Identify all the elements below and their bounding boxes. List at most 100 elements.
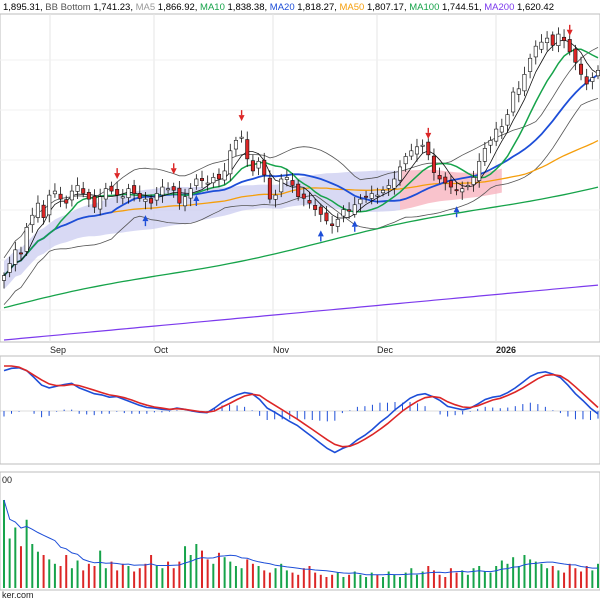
candle (177, 181, 182, 210)
candle (205, 175, 210, 191)
candle (296, 179, 301, 201)
candle (143, 191, 148, 210)
candle (69, 184, 74, 207)
candle (352, 196, 357, 218)
legend-ma10-value: 1,838.38 (228, 2, 265, 13)
candle (154, 187, 159, 206)
candle-body-up (511, 91, 516, 113)
candle (533, 40, 538, 65)
candle-body-up (7, 263, 12, 273)
candle-body-up (381, 189, 386, 194)
candle (52, 183, 57, 198)
candle (426, 137, 431, 161)
candle-body-down (290, 180, 295, 186)
candle-body-up (533, 45, 538, 58)
candle-body-down (250, 160, 255, 172)
volume-axis-tick: 00 (2, 475, 12, 485)
signal-arrows (114, 24, 573, 242)
candle-body-up (505, 114, 510, 126)
candle (13, 241, 18, 272)
candle (545, 31, 550, 51)
candle-body-up (471, 177, 476, 185)
candle-body-up (120, 196, 125, 199)
candle (590, 72, 595, 90)
candle (584, 68, 589, 91)
candle-body-up (233, 140, 238, 150)
candle (364, 190, 369, 203)
candle (528, 53, 533, 79)
candle (211, 172, 216, 188)
buy-arrow (193, 195, 200, 201)
candle-body-up (522, 74, 527, 92)
candle (313, 198, 318, 217)
candle-body-down (64, 199, 69, 204)
candle (35, 195, 40, 223)
candle-body-up (24, 227, 29, 252)
candle-body-down (86, 192, 91, 200)
candle (398, 160, 402, 186)
ma10-line (3, 48, 599, 277)
candle (431, 148, 436, 181)
candle (403, 152, 408, 172)
candle-body-up (126, 188, 131, 198)
candle (183, 188, 188, 212)
candle-body-down (301, 193, 306, 199)
candle (307, 192, 312, 209)
month-label-2026: 2026 (496, 345, 516, 355)
candle-body-down (579, 63, 584, 75)
candle (550, 31, 555, 51)
macd-line (3, 366, 599, 454)
candle-body-down (584, 76, 589, 85)
macd-panel (0, 365, 600, 454)
x-axis-labels: Sep Oct Nov Dec 2026 (50, 345, 516, 355)
candle-body-up (2, 275, 6, 281)
candle-body-down (573, 48, 578, 63)
candle-body-up (273, 194, 278, 200)
candle-body-down (313, 205, 318, 210)
candle-body-up (516, 88, 521, 95)
candle-body-down (132, 185, 137, 194)
candle (267, 170, 272, 204)
volume-ma-line (3, 499, 598, 576)
legend-ma50-value: 1,807.17 (367, 2, 404, 13)
candle (488, 136, 493, 154)
legend-ma100-label: MA100 (409, 2, 439, 13)
candle (109, 181, 114, 195)
candle (279, 173, 284, 198)
candle-body-down (216, 173, 221, 180)
candle-body-down (324, 212, 329, 222)
candle (98, 188, 103, 216)
candle (30, 207, 35, 233)
candle-body-up (392, 178, 397, 189)
macd-panel-frame (0, 355, 600, 465)
candle (437, 167, 442, 184)
candle (460, 181, 465, 200)
candle-body-up (403, 156, 408, 165)
candle-body-up (545, 37, 550, 43)
candle (420, 139, 425, 154)
candle (120, 189, 125, 205)
candle (358, 194, 363, 212)
candle (375, 187, 380, 204)
candle-body-up (284, 177, 289, 180)
candle-body-down (177, 187, 182, 204)
candle-body-up (488, 140, 493, 146)
candle (443, 172, 448, 191)
candle (222, 162, 227, 185)
candle-body-down (431, 155, 436, 173)
candle (273, 189, 278, 208)
candle-body-down (307, 200, 312, 204)
candle (149, 194, 154, 210)
candle (171, 182, 176, 198)
legend-ma10-label: MA10 (200, 2, 225, 13)
candle-body-up (222, 170, 227, 181)
candle (477, 153, 482, 188)
candle-body-up (103, 188, 108, 200)
candle (567, 33, 572, 56)
candle (290, 173, 295, 193)
candle-body-up (477, 160, 482, 181)
cloud-bullish-area (4, 170, 400, 290)
candle-body-up (211, 177, 216, 184)
gridlines (0, 14, 600, 342)
candle (194, 174, 199, 190)
